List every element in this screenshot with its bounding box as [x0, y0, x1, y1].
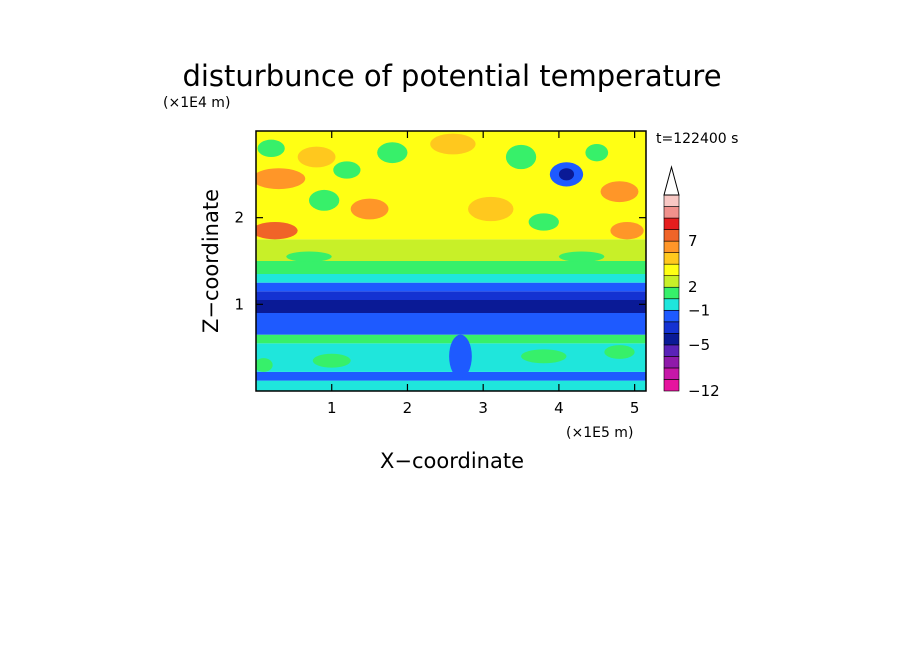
x-tick-label-0: 1 — [327, 399, 337, 417]
colorbar-swatch-16 — [663, 194, 680, 207]
contour-band-8 — [256, 274, 646, 283]
colorbar-label-2: −1 — [688, 301, 710, 319]
contour-blob-20 — [312, 353, 351, 368]
contour-blob-14 — [600, 181, 639, 203]
contour-band-1 — [256, 371, 646, 381]
contour-blob-10 — [505, 144, 537, 170]
contour-blob-1 — [256, 222, 298, 240]
contour-blob-21 — [521, 349, 567, 364]
contour-blob-12 — [558, 168, 575, 181]
contour-blob-3 — [309, 189, 340, 211]
colorbar-swatch-3 — [663, 344, 680, 357]
contour-blob-16 — [528, 213, 559, 231]
colorbar-swatch-9 — [663, 275, 680, 288]
colorbar-extend-arrow — [663, 165, 680, 196]
x-scale-label: (×1E5 m) — [566, 425, 633, 441]
colorbar-label-4: 7 — [688, 232, 698, 250]
contour-blob-8 — [430, 133, 476, 155]
contour-band-6 — [256, 291, 646, 300]
contour-band-0 — [256, 380, 646, 391]
contour-band-4 — [256, 313, 646, 335]
colorbar-swatch-8 — [663, 286, 680, 300]
contour-band-9 — [256, 261, 646, 274]
y-tick-label-0: 1 — [234, 295, 244, 313]
colorbar: −12−5−127 — [663, 165, 720, 400]
colorbar-swatch-5 — [663, 321, 680, 334]
contour-blob-5 — [350, 198, 389, 220]
contour-blob-2 — [297, 146, 336, 168]
contour-band-10 — [256, 239, 646, 261]
colorbar-swatch-6 — [663, 309, 680, 323]
contour-blob-9 — [468, 196, 514, 222]
colorbar-swatch-7 — [663, 298, 680, 311]
colorbar-swatch-2 — [663, 356, 680, 369]
plot-frame — [255, 130, 647, 392]
contour-blob-0 — [256, 168, 306, 190]
contour-band-7 — [256, 282, 646, 292]
colorbar-swatch-13 — [663, 229, 680, 242]
colorbar-swatch-0 — [663, 379, 680, 392]
colorbar-swatch-1 — [663, 367, 680, 380]
contour-blob-17 — [286, 251, 332, 262]
contour-blob-6 — [333, 161, 361, 179]
x-axis-ticks: 1 2 3 4 5 — [327, 131, 639, 417]
colorbar-swatch-11 — [663, 252, 680, 265]
colorbar-swatch-12 — [663, 240, 680, 253]
contour-blob-4 — [257, 139, 285, 157]
time-label: t=122400 s — [656, 131, 738, 147]
y-axis-ticks: 12 — [234, 209, 646, 313]
y-axis-label: Z−coordinate — [199, 189, 223, 333]
contour-field — [256, 131, 646, 391]
contour-band-3 — [256, 334, 646, 344]
x-axis-label: X−coordinate — [380, 449, 524, 473]
x-tick-label-2: 3 — [478, 399, 488, 417]
colorbar-label-0: −12 — [688, 382, 720, 400]
x-tick-label-1: 2 — [403, 399, 413, 417]
colorbar-swatch-15 — [663, 206, 680, 219]
contour-blob-19 — [449, 334, 472, 379]
x-tick-label-4: 5 — [630, 399, 640, 417]
colorbar-swatch-4 — [663, 333, 680, 346]
chart-title: disturbunce of potential temperature — [182, 59, 721, 93]
colorbar-swatch-10 — [663, 263, 680, 277]
contour-blob-7 — [377, 142, 408, 164]
colorbar-label-3: 2 — [688, 278, 698, 296]
contour-blob-23 — [256, 358, 273, 372]
x-tick-label-3: 4 — [554, 399, 564, 417]
contour-blob-15 — [610, 222, 644, 240]
colorbar-swatch-14 — [663, 217, 680, 230]
contour-band-5 — [256, 300, 646, 313]
y-tick-label-1: 2 — [234, 209, 244, 227]
colorbar-label-1: −5 — [688, 336, 710, 354]
contour-blob-22 — [604, 345, 635, 359]
contour-blob-18 — [558, 251, 605, 262]
contour-blob-13 — [585, 144, 609, 162]
y-scale-label: (×1E4 m) — [163, 95, 230, 111]
